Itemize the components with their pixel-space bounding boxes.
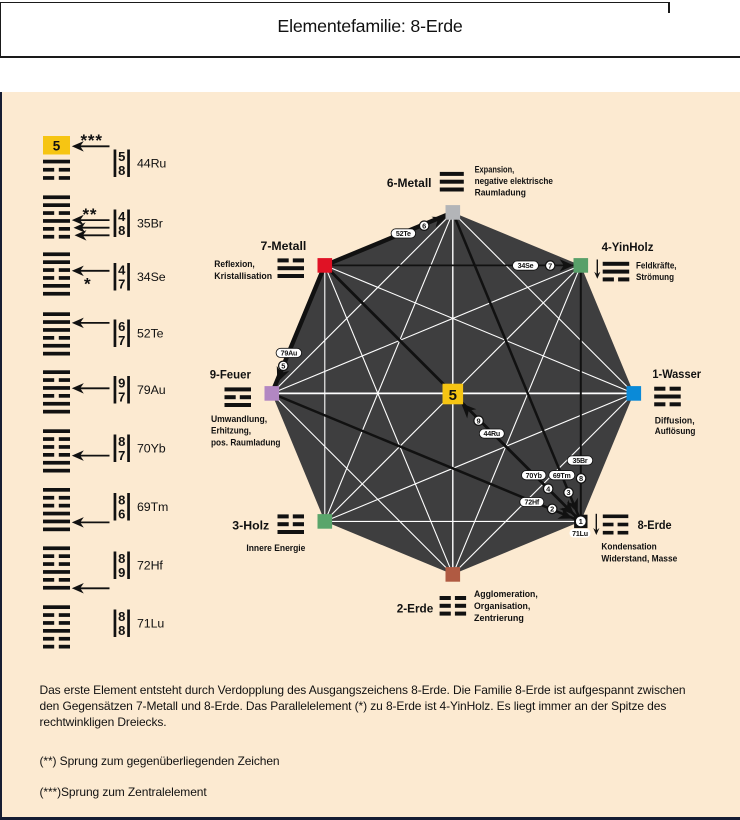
svg-text:3-Holz: 3-Holz [232,519,269,533]
svg-text:34Se: 34Se [137,270,166,284]
svg-text:8: 8 [579,474,583,483]
svg-text:8: 8 [118,609,125,624]
svg-text:5: 5 [281,362,285,371]
svg-text:34Se: 34Se [518,262,534,270]
svg-text:5: 5 [118,149,125,164]
svg-text:4: 4 [546,484,551,493]
svg-text:7-Metall: 7-Metall [261,239,307,253]
svg-text:Widerstand, Masse: Widerstand, Masse [601,552,677,563]
svg-text:71Lu: 71Lu [137,617,164,631]
svg-text:8: 8 [118,492,125,507]
svg-text:4-YinHolz: 4-YinHolz [602,240,654,254]
svg-text:8-Erde: 8-Erde [638,518,672,532]
svg-text:Strömung: Strömung [636,271,674,282]
svg-text:8: 8 [118,551,125,566]
svg-text:70Yb: 70Yb [526,472,543,480]
svg-text:4: 4 [118,209,126,224]
svg-text:7: 7 [548,261,552,270]
svg-text:Umwandlung,: Umwandlung, [211,413,267,424]
svg-text:4: 4 [118,262,126,277]
svg-text:Auflösung: Auflösung [655,425,696,436]
svg-text:7: 7 [118,276,125,291]
svg-text:7: 7 [118,448,125,463]
svg-text:Raumladung: Raumladung [475,186,527,197]
svg-text:72Hf: 72Hf [525,499,540,507]
svg-text:44Ru: 44Ru [484,430,501,438]
svg-text:Organisation,: Organisation, [474,600,530,611]
svg-text:6: 6 [118,319,125,334]
svg-text:9: 9 [477,416,481,425]
svg-text:Diffusion,: Diffusion, [655,414,695,425]
svg-text:*: * [84,275,91,294]
svg-text:69Tm: 69Tm [553,472,571,480]
svg-text:9-Feuer: 9-Feuer [210,368,251,382]
svg-text:2: 2 [550,505,554,514]
svg-text:44Ru: 44Ru [137,157,166,171]
svg-text:7: 7 [118,333,125,348]
svg-text:69Tm: 69Tm [137,500,168,514]
svg-text:Expansion,: Expansion, [475,164,515,175]
svg-text:Zentrierung: Zentrierung [474,612,524,623]
svg-text:6-Metall: 6-Metall [387,176,432,190]
svg-text:8: 8 [118,223,125,238]
svg-text:79Au: 79Au [281,350,298,358]
svg-text:1: 1 [579,517,584,526]
svg-text:Reflexion,: Reflexion, [214,258,255,269]
svg-text:8: 8 [118,434,125,449]
svg-text:3: 3 [566,488,570,497]
svg-text:79Au: 79Au [137,383,166,397]
svg-text:pos. Raumladung: pos. Raumladung [211,437,281,448]
svg-text:Erhitzung,: Erhitzung, [211,425,251,436]
svg-text:52Te: 52Te [396,230,411,238]
svg-text:5: 5 [449,387,457,404]
svg-text:Kristallisation: Kristallisation [214,270,272,281]
svg-text:35Br: 35Br [573,457,588,465]
svg-text:8: 8 [118,623,125,638]
svg-text:***: *** [81,131,103,150]
svg-text:71Lu: 71Lu [572,530,588,538]
svg-text:9: 9 [118,375,125,390]
svg-text:9: 9 [118,565,125,580]
svg-text:52Te: 52Te [137,327,164,341]
svg-text:70Yb: 70Yb [137,442,166,456]
svg-text:5: 5 [53,138,61,153]
svg-text:6: 6 [118,506,125,521]
svg-text:**: ** [83,205,98,224]
svg-text:negative elektrische: negative elektrische [475,175,553,186]
svg-text:7: 7 [118,389,125,404]
svg-text:6: 6 [422,221,426,230]
svg-text:2-Erde: 2-Erde [397,602,434,616]
svg-text:72Hf: 72Hf [137,559,163,573]
svg-text:Agglomeration,: Agglomeration, [474,588,538,599]
svg-text:Kondensation: Kondensation [601,540,657,551]
svg-text:1-Wasser: 1-Wasser [652,367,701,381]
svg-text:Innere Energie: Innere Energie [246,542,305,553]
svg-text:8: 8 [118,163,125,178]
svg-text:35Br: 35Br [137,217,163,231]
svg-text:Feldkräfte,: Feldkräfte, [636,259,677,270]
